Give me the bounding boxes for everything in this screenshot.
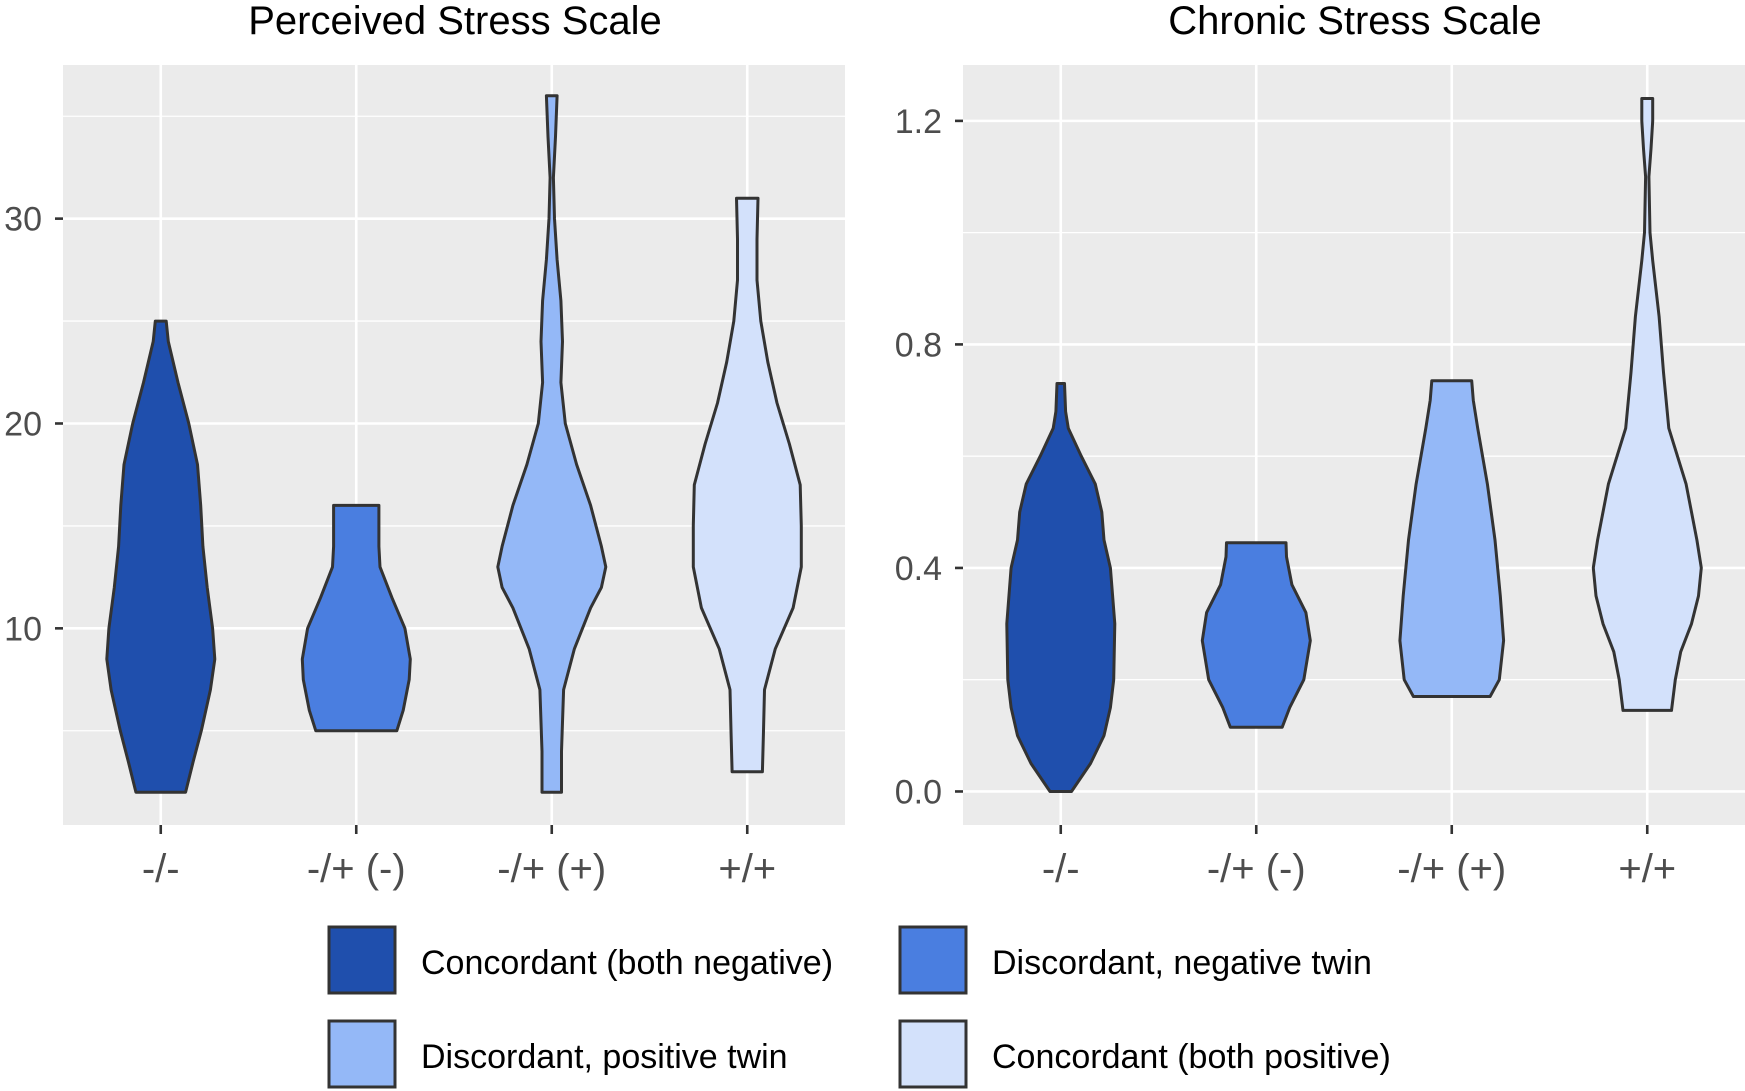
violin-2 — [1200, 541, 1312, 729]
violin-4 — [691, 196, 803, 774]
violin-3 — [1398, 379, 1506, 698]
legend-item-discordant-positive: Discordant, positive twin — [327, 1019, 788, 1089]
panel-title: Perceived Stress Scale — [248, 0, 662, 43]
violin-3 — [496, 94, 608, 794]
legend-label-concordant-negative: Concordant (both negative) — [421, 944, 833, 982]
x-tick-label: -/- — [142, 847, 180, 891]
legend-key-discordant-negative — [898, 925, 968, 995]
legend-key-concordant-negative — [327, 925, 397, 995]
legend-label-discordant-negative: Discordant, negative twin — [992, 944, 1372, 982]
violin-4 — [1591, 97, 1703, 712]
legend-item-concordant-positive: Concordant (both positive) — [898, 1019, 1391, 1089]
legend-item-discordant-negative: Discordant, negative twin — [898, 925, 1372, 995]
violin-1 — [105, 319, 217, 794]
x-tick-label: -/+ (-) — [307, 847, 406, 891]
panel-1: 10 20 30 -/- -/+ (-) -/+ (+) +/+ Perceived Stre… — [4, 0, 845, 891]
legend: Concordant (both negative) Discordant, n… — [327, 925, 1391, 1089]
legend-item-concordant-negative: Concordant (both negative) — [327, 925, 833, 995]
x-tick-label: -/+ (-) — [1207, 847, 1306, 891]
x-tick-label: -/+ (+) — [1397, 847, 1506, 891]
x-tick-label: +/+ — [1618, 847, 1676, 891]
legend-label-concordant-positive: Concordant (both positive) — [992, 1038, 1391, 1076]
violin-1 — [1005, 382, 1117, 793]
y-tick-label: 20 — [4, 405, 42, 443]
y-tick-label: 0.8 — [895, 326, 942, 364]
legend-key-discordant-positive — [327, 1019, 397, 1089]
y-tick-label: 30 — [4, 201, 42, 239]
x-tick-label: -/+ (+) — [497, 847, 606, 891]
panel-title: Chronic Stress Scale — [1168, 0, 1541, 43]
x-tick-label: +/+ — [718, 847, 776, 891]
y-tick-label: 0.4 — [895, 550, 942, 588]
legend-label-discordant-positive: Discordant, positive twin — [421, 1038, 788, 1076]
violin-2 — [300, 503, 412, 733]
panel-2: 0.0 0.4 0.8 1.2 -/- -/+ (-) -/+ (+) +/+ Chronic … — [895, 0, 1745, 891]
y-tick-label: 1.2 — [895, 103, 942, 141]
x-tick-label: -/- — [1042, 847, 1080, 891]
y-tick-label: 0.0 — [895, 773, 942, 811]
y-tick-label: 10 — [4, 610, 42, 648]
legend-key-concordant-positive — [898, 1019, 968, 1089]
